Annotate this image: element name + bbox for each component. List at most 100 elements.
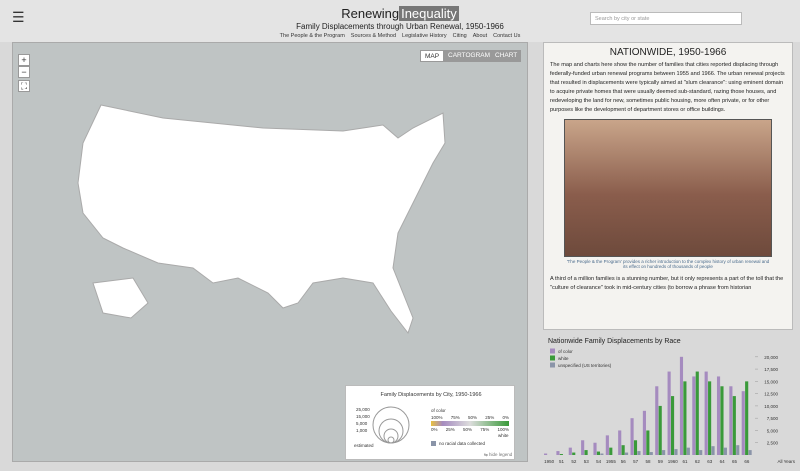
pct-top: 100% 75% 50% 25% 0% [431,415,509,420]
bar [716,376,721,455]
side-panel: NATIONWIDE, 1950-1966 The map and charts… [543,42,793,330]
bar [708,381,712,455]
bar [692,376,696,455]
x-tick-label: 58 [645,459,651,464]
bar [642,410,646,455]
hide-legend[interactable]: ⇆ hide legend [484,452,513,457]
y-tick-label: 2,500 [767,441,779,446]
side-title: NATIONWIDE, 1950-1966 [609,47,727,58]
no-data-label: no racial data collected [439,441,486,446]
bar [736,445,740,455]
size-label: 5,000 [356,421,368,426]
pct: 50% [467,415,477,420]
y-tick-label: 15,000 [764,379,778,384]
caption[interactable]: 'The People & the Program' provides a ri… [566,259,770,269]
zoom-in[interactable]: + [18,54,30,66]
size-label: 15,000 [356,414,370,419]
nav: The People & the Program Sources & Method… [0,33,800,39]
size-label: 25,000 [356,407,370,412]
nav-link[interactable]: Contact Us [493,33,521,39]
pct: 75% [450,415,460,420]
legend-label: unspecified (US territories) [558,363,612,368]
bar [600,453,604,455]
bar [674,449,678,455]
x-tick-label: 65 [732,459,738,464]
subtitle: Family Displacements through Urban Renew… [296,22,504,31]
y-tick-label: 17,500 [764,367,778,372]
nav-link[interactable]: The People & the Program [279,33,345,39]
bar [625,452,629,455]
nav-link[interactable]: About [472,33,488,39]
zoom-out[interactable]: − [18,66,30,78]
legend-title: Family Displacements by City, 1950-1966 [380,392,482,398]
bar [741,391,745,455]
legend-swatch [550,355,555,361]
pct-bottom: 0% 25% 50% 75% 100% [431,427,509,432]
of-color-label: of color [431,408,446,413]
map-legend: Family Displacements by City, 1950-1966 … [345,385,515,460]
brand-a[interactable]: Renewing [341,6,400,21]
chart-button[interactable]: CHART [491,50,522,62]
map-svg [77,104,446,335]
menu-button[interactable]: ☰ [12,9,25,25]
map-button[interactable]: MAP [420,50,445,62]
alaska-outline [92,277,149,319]
pct: 50% [462,427,472,432]
legend-label: white [558,356,569,361]
x-tick-label: 54 [596,459,602,464]
x-tick-label: 62 [695,459,701,464]
x-tick-label: 66 [744,459,750,464]
nav-link[interactable]: Citing [452,33,467,39]
bar [630,418,634,455]
color-ramp [431,421,509,426]
pct: 75% [480,427,490,432]
bar [633,440,638,455]
bar [699,450,703,455]
bar [584,450,588,455]
bar [581,440,585,455]
cartogram-button[interactable]: CARTOGRAM [444,50,495,62]
bar [670,396,675,455]
bar [695,371,699,455]
legend-label: of color [558,349,573,354]
brand-b[interactable]: Inequality [399,6,459,21]
paragraph: A third of a million families is a stunn… [550,276,784,291]
x-tick-label: 63 [707,459,713,464]
bar [621,445,625,455]
x-tick-label: 57 [633,459,639,464]
nav-link[interactable]: Sources & Method [350,33,397,39]
bar [637,451,641,455]
bar [658,405,662,455]
bar [667,371,671,455]
fullscreen[interactable]: ⛶ [18,80,30,92]
x-tick-label: 56 [621,459,627,464]
pct: 25% [485,415,495,420]
bar [686,447,690,455]
pct: 25% [445,427,455,432]
bar [704,371,708,455]
y-tick-label: 5,000 [767,428,779,433]
paragraph: The map and charts here show the number … [550,62,785,113]
x-tick-label: 51 [559,459,565,464]
x-tick-label: 1955 [606,459,617,464]
bar [544,453,548,455]
x-tick-label: 52 [571,459,577,464]
bar [609,447,613,455]
search-box[interactable]: Search by city or state [590,12,742,25]
bar [723,447,727,455]
chart-title: Nationwide Family Displacements by Race [548,338,681,345]
bar [711,446,715,455]
photo [564,119,772,257]
bar [748,450,752,455]
bar [596,451,601,455]
nav-link[interactable]: Legislative History [402,33,447,39]
size-label: 1,000 [356,428,368,433]
bar [729,386,733,455]
no-data-swatch [431,441,436,446]
estimated-label: estimated [354,443,374,448]
bar [732,396,736,455]
bar [646,430,650,455]
bar [593,442,597,455]
brand: Renewing Inequality [0,6,800,21]
